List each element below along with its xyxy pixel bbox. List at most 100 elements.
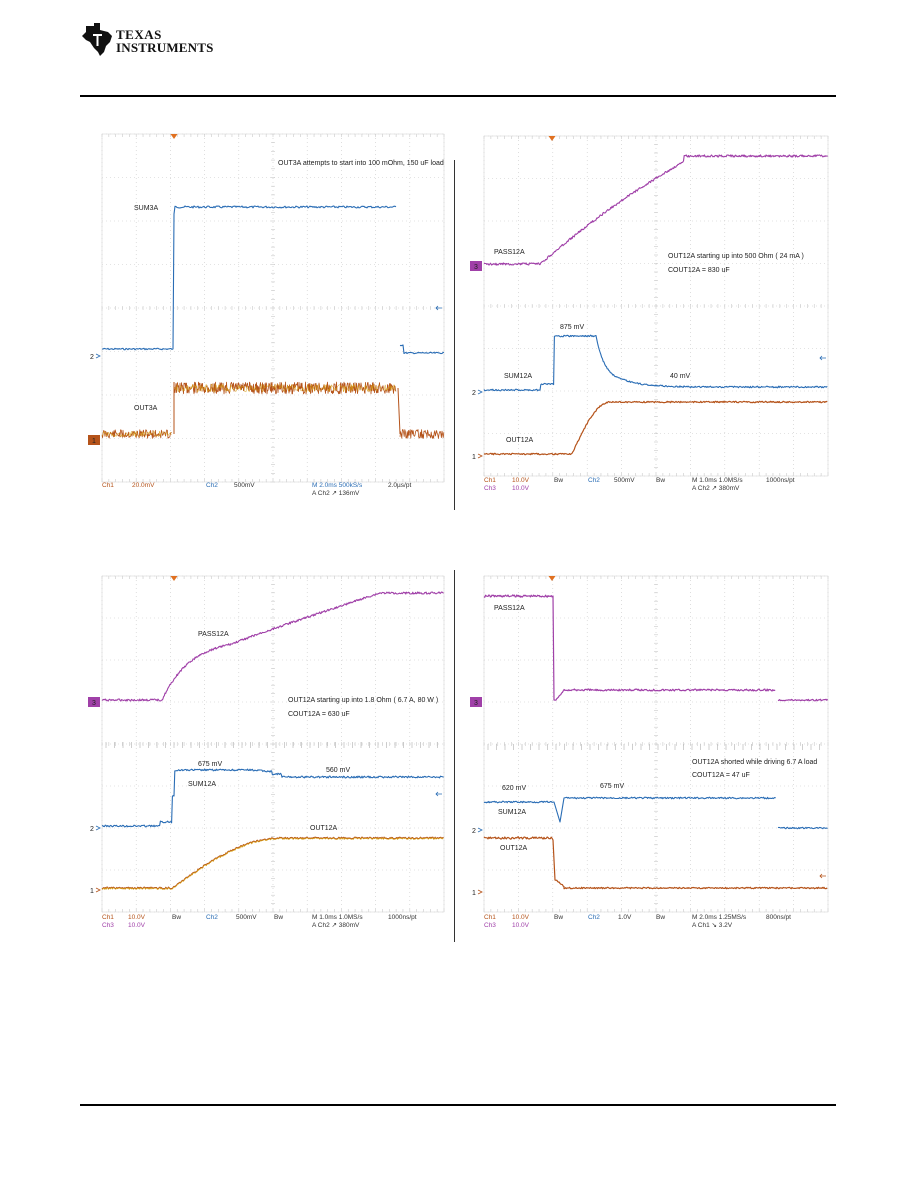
channel-marker-label: 2 [90, 354, 94, 361]
scope-graticule-frame [101, 575, 445, 913]
channel-marker-icon [88, 697, 100, 707]
scope-status-item: Ch2 [206, 482, 218, 489]
scope-status-item: Ch1 [484, 477, 496, 484]
trace-label: SUM12A [188, 781, 216, 788]
scope-status-item: A Ch2 ↗ 136mV [312, 490, 360, 497]
scope-status-item: 10.0V [128, 922, 146, 929]
trigger-marker-icon [170, 576, 178, 581]
scope-status-item: A Ch2 ↗ 380mV [692, 485, 740, 492]
trace-out3a-yellow [173, 383, 396, 393]
annotation: OUT3A attempts to start into 100 mOhm, 1… [278, 160, 444, 167]
scope-status-item: 2.0µs/pt [388, 482, 411, 489]
measurement-label: 875 mV [560, 324, 584, 331]
channel-marker-label: 3 [474, 264, 478, 271]
measurement-label: 675 mV [600, 783, 624, 790]
scope-status-item: M 1.0ms 1.0MS/s [692, 477, 743, 484]
scope-screenshot-2: OUT12A starting up into 500 Ohm ( 24 mA … [468, 128, 834, 498]
scope-status-item: 10.0V [512, 922, 530, 929]
trace-label: OUT12A [500, 845, 528, 852]
trace-out3a-edge [397, 387, 401, 435]
trace-out12a [483, 836, 828, 890]
scope-status-item: 10.0V [512, 914, 530, 921]
annotation: OUT12A shorted while driving 6.7 A load [692, 759, 817, 766]
channel-marker-label: 3 [92, 700, 96, 707]
trigger-level-arrow-icon [819, 873, 826, 879]
scope-status-item: 500mV [236, 914, 257, 921]
scope-status-item: 1000ns/pt [388, 914, 417, 921]
trace-label: SUM12A [504, 373, 532, 380]
trace-out12a-yellow [101, 837, 444, 890]
scope-status-item: Bw [172, 914, 181, 921]
trace-out3a-tail [399, 429, 445, 439]
trigger-marker-icon [170, 134, 178, 139]
scope-status-item: Ch1 [484, 914, 496, 921]
channel-arrow-icon [95, 353, 101, 359]
scope-screenshot-4: OUT12A shorted while driving 6.7 A load C… [468, 568, 834, 938]
trigger-level-arrow-icon [819, 355, 826, 361]
logo-line1: TEXAS [116, 27, 162, 42]
trigger-level-arrow-icon [435, 791, 442, 797]
trace-sum12a-tail [777, 826, 828, 830]
scope-status-item: Ch2 [588, 477, 600, 484]
trace-sum12a [483, 334, 828, 392]
channel-marker-icon [470, 697, 482, 707]
trace-out3a [173, 381, 397, 395]
texas-state-icon [82, 23, 112, 56]
scope-screenshot-3: OUT12A starting up into 1.8 Ohm ( 6.7 A,… [86, 568, 452, 938]
scope-status-item: Bw [274, 914, 283, 921]
scope-status-item: A Ch1 ↘ 3.2V [692, 922, 733, 929]
channel-marker-icon [88, 435, 100, 445]
trace-label: OUT3A [134, 405, 158, 412]
scope-graticule-frame [483, 575, 829, 913]
scope-graticule-frame [101, 133, 445, 483]
trace-pass12a [101, 591, 444, 702]
channel-arrow-icon [477, 827, 483, 833]
logo-line2: INSTRUMENTS [116, 40, 214, 55]
scope-graticule-frame [483, 135, 829, 477]
scope-screenshot-1: OUT3A attempts to start into 100 mOhm, 1… [86, 128, 452, 497]
trace-pass12a [483, 154, 828, 266]
scope-status-item: M 2.0ms 500kS/s [312, 482, 363, 489]
scope-4-svg: OUT12A shorted while driving 6.7 A load C… [470, 575, 829, 929]
trace-sum3a [101, 205, 397, 351]
trace-label: OUT12A [310, 825, 338, 832]
channel-arrow-icon [477, 453, 483, 459]
trace-sum12a [101, 768, 444, 828]
scope-divider-bottom [454, 570, 455, 942]
channel-arrow-icon [95, 887, 101, 893]
trace-label: PASS12A [494, 249, 525, 256]
header-rule [80, 95, 836, 97]
scope-status-item: A Ch2 ↗ 380mV [312, 922, 360, 929]
scope-1-svg: OUT3A attempts to start into 100 mOhm, 1… [88, 133, 445, 497]
scope-status-item: Ch3 [484, 485, 496, 492]
scope-status-item: 10.0V [512, 485, 530, 492]
trigger-level-arrow-icon [435, 305, 442, 311]
scope-status-item: 10.0V [512, 477, 530, 484]
channel-arrow-icon [95, 825, 101, 831]
scope-status-item: Ch3 [484, 922, 496, 929]
channel-arrow-icon [477, 889, 483, 895]
trace-out3a-yellow [101, 430, 172, 438]
channel-marker-icon [470, 261, 482, 271]
measurement-label: 560 mV [326, 767, 350, 774]
channel-marker-label: 2 [472, 828, 476, 835]
scope-status-item: M 2.0ms 1.25MS/s [692, 914, 747, 921]
channel-marker-label: 1 [90, 888, 94, 895]
channel-arrow-icon [477, 389, 483, 395]
annotation: OUT12A starting up into 1.8 Ohm ( 6.7 A,… [288, 697, 438, 704]
scope-status-item: Ch3 [102, 922, 114, 929]
trace-pass12a [483, 594, 776, 701]
channel-marker-label: 2 [90, 826, 94, 833]
trace-label: PASS12A [494, 605, 525, 612]
scope-status-item: 500mV [614, 477, 635, 484]
scope-status-item: Ch1 [102, 482, 114, 489]
annotation: COUT12A = 47 uF [692, 772, 750, 779]
scope-status-item: Bw [554, 914, 563, 921]
footer-rule [80, 1104, 836, 1106]
scope-status-item: 500mV [234, 482, 255, 489]
channel-marker-label: 2 [472, 390, 476, 397]
scope-status-item: Ch2 [206, 914, 218, 921]
scope-status-item: Ch1 [102, 914, 114, 921]
annotation: OUT12A starting up into 500 Ohm ( 24 mA … [668, 253, 804, 260]
trace-out12a [101, 836, 444, 890]
